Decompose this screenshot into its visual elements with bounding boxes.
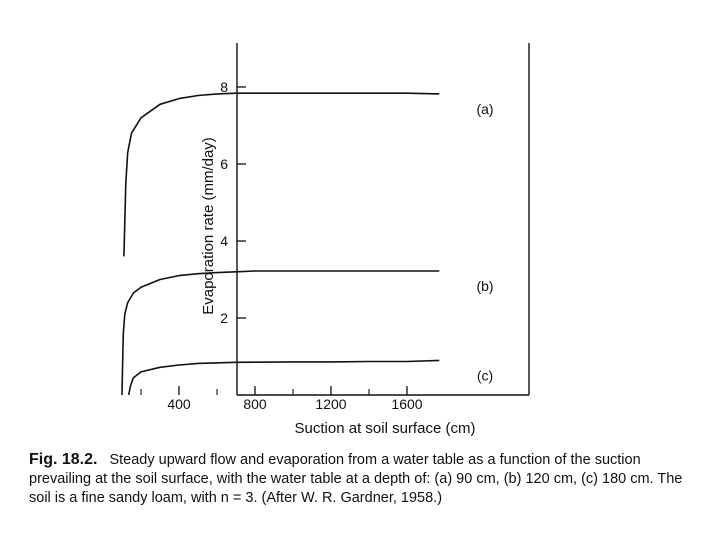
x-tick-label: 800 bbox=[243, 396, 267, 412]
caption-text: Steady upward flow and evaporation from … bbox=[29, 452, 683, 506]
series-line bbox=[123, 92, 440, 257]
series-line bbox=[127, 359, 440, 396]
x-tick-label: 1200 bbox=[315, 396, 346, 412]
figure-caption: Fig. 18.2. Steady upward flow and evapora… bbox=[29, 450, 697, 508]
series-label: (a) bbox=[476, 101, 493, 117]
tick-labels: 2 4 6 8 400 800 1200 1600 bbox=[167, 79, 422, 412]
plot-frame bbox=[236, 43, 530, 396]
y-tick-label: 2 bbox=[220, 310, 228, 326]
figure-label: Fig. 18.2. bbox=[29, 451, 98, 468]
series-label: (c) bbox=[477, 367, 493, 383]
x-tick-label: 1600 bbox=[391, 396, 422, 412]
y-axis-title: Evaporation rate (mm/day) bbox=[200, 137, 217, 315]
y-tick-label: 4 bbox=[220, 233, 228, 249]
series-labels: (a) (b) (c) bbox=[476, 101, 493, 383]
y-tick-label: 8 bbox=[220, 79, 228, 95]
axis-ticks bbox=[140, 86, 408, 395]
series-label: (b) bbox=[476, 278, 493, 294]
series-lines bbox=[121, 92, 440, 396]
x-axis-title: Suction at soil surface (cm) bbox=[295, 420, 476, 437]
chart: 2 4 6 8 400 800 1200 1600 (a) (b) (c) Suction at … bbox=[121, 43, 530, 437]
series-line bbox=[121, 270, 440, 396]
y-tick-label: 6 bbox=[220, 156, 228, 172]
x-tick-label: 400 bbox=[167, 396, 191, 412]
